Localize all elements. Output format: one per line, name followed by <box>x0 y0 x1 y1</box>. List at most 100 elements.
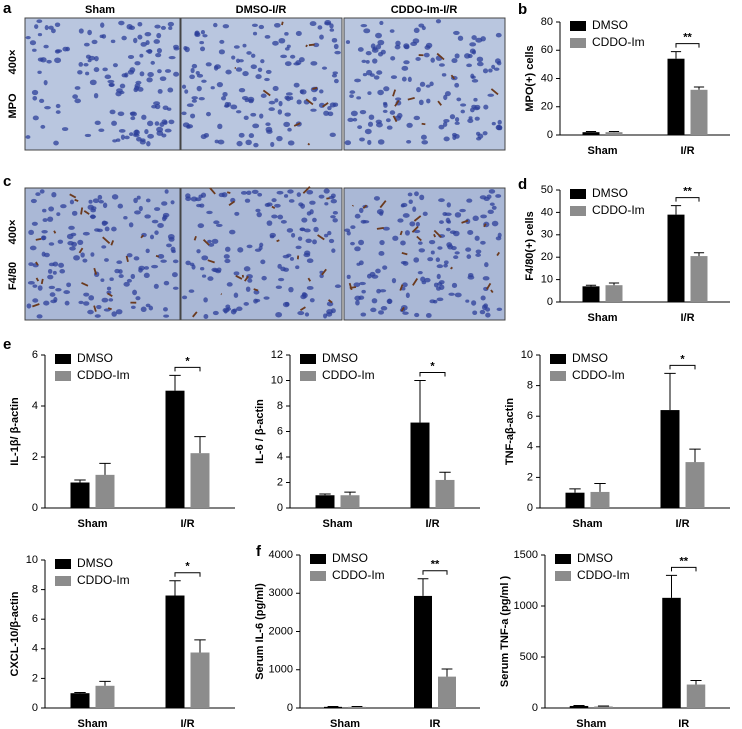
nucleus <box>425 84 431 88</box>
nucleus <box>221 96 227 101</box>
nucleus <box>451 58 458 64</box>
nucleus <box>201 255 209 261</box>
legend-swatch <box>310 571 326 581</box>
stain <box>433 229 442 238</box>
stain <box>35 261 39 266</box>
nucleus <box>266 220 273 226</box>
nucleus <box>287 189 294 194</box>
nucleus <box>293 82 300 88</box>
nucleus <box>127 54 135 59</box>
nucleus <box>454 292 462 298</box>
nucleus <box>53 296 58 303</box>
nucleus <box>71 210 78 216</box>
nucleus <box>181 111 187 116</box>
nucleus <box>49 292 56 297</box>
nucleus <box>354 78 361 83</box>
nucleus <box>330 308 336 314</box>
nucleus <box>70 232 77 237</box>
legend-label: CDDO-Im <box>592 35 645 49</box>
nucleus <box>53 140 59 146</box>
nucleus <box>199 266 205 271</box>
nucleus <box>494 58 501 64</box>
nucleus <box>54 22 61 28</box>
legend-label: DMSO <box>77 556 113 570</box>
nucleus <box>85 71 90 76</box>
nucleus <box>422 211 428 217</box>
nucleus <box>197 223 205 229</box>
nucleus <box>466 198 473 203</box>
nucleus <box>491 64 496 70</box>
stain <box>486 282 492 290</box>
nucleus <box>84 133 92 138</box>
nucleus <box>48 285 56 290</box>
nucleus <box>173 71 180 77</box>
nucleus <box>48 242 55 246</box>
nucleus <box>211 238 219 244</box>
legend-swatch <box>55 354 71 364</box>
nucleus <box>191 99 198 103</box>
legend-swatch <box>555 571 571 581</box>
nucleus <box>25 35 31 40</box>
legend-label: CDDO-Im <box>77 573 130 587</box>
nucleus <box>418 248 426 253</box>
stain <box>401 251 408 256</box>
nucleus <box>205 111 211 117</box>
y-tick-label: 20 <box>541 101 553 113</box>
nucleus <box>94 120 101 126</box>
nucleus <box>435 257 441 263</box>
significance-bracket <box>174 572 201 577</box>
stain <box>433 233 436 238</box>
nucleus <box>456 97 462 102</box>
nucleus <box>44 24 49 31</box>
nucleus <box>63 290 71 295</box>
nucleus <box>115 309 123 315</box>
nucleus <box>459 208 466 213</box>
nucleus <box>283 121 291 128</box>
nucleus <box>277 214 284 220</box>
nucleus <box>56 212 61 217</box>
nucleus <box>191 63 198 69</box>
nucleus <box>154 230 159 235</box>
nucleus <box>200 192 207 198</box>
nucleus <box>251 189 259 194</box>
nucleus <box>235 67 243 72</box>
nucleus <box>360 23 368 28</box>
nucleus <box>429 81 434 87</box>
nucleus <box>206 210 213 215</box>
nucleus <box>271 198 277 203</box>
nucleus <box>295 265 300 270</box>
y-axis-label: IL-6 / β-actin <box>254 399 266 464</box>
nucleus <box>275 311 283 318</box>
nucleus <box>199 40 205 45</box>
nucleus <box>140 306 147 313</box>
nucleus <box>226 102 232 107</box>
nucleus <box>117 203 124 209</box>
nucleus <box>385 118 391 123</box>
y-tick-label: 0 <box>277 502 283 514</box>
nucleus <box>153 101 161 106</box>
nucleus <box>96 304 102 310</box>
nucleus <box>382 226 390 231</box>
nucleus <box>208 242 215 247</box>
significance-label: ** <box>683 186 692 198</box>
nucleus <box>303 252 311 258</box>
nucleus <box>55 110 61 114</box>
panel-label: c <box>3 173 11 190</box>
significance-bracket <box>675 197 700 202</box>
nucleus <box>488 68 493 73</box>
nucleus <box>203 133 210 138</box>
nucleus <box>443 118 450 123</box>
nucleus <box>269 235 275 239</box>
nucleus <box>443 260 449 265</box>
nucleus <box>414 191 419 197</box>
nucleus <box>491 220 499 227</box>
x-tick-label: Sham <box>576 718 606 729</box>
nucleus <box>265 69 272 75</box>
stain <box>302 186 311 194</box>
stain <box>392 115 398 123</box>
nucleus <box>295 245 302 250</box>
nucleus <box>137 87 144 92</box>
nucleus <box>42 208 47 213</box>
nucleus <box>78 62 84 67</box>
nucleus <box>414 312 420 318</box>
